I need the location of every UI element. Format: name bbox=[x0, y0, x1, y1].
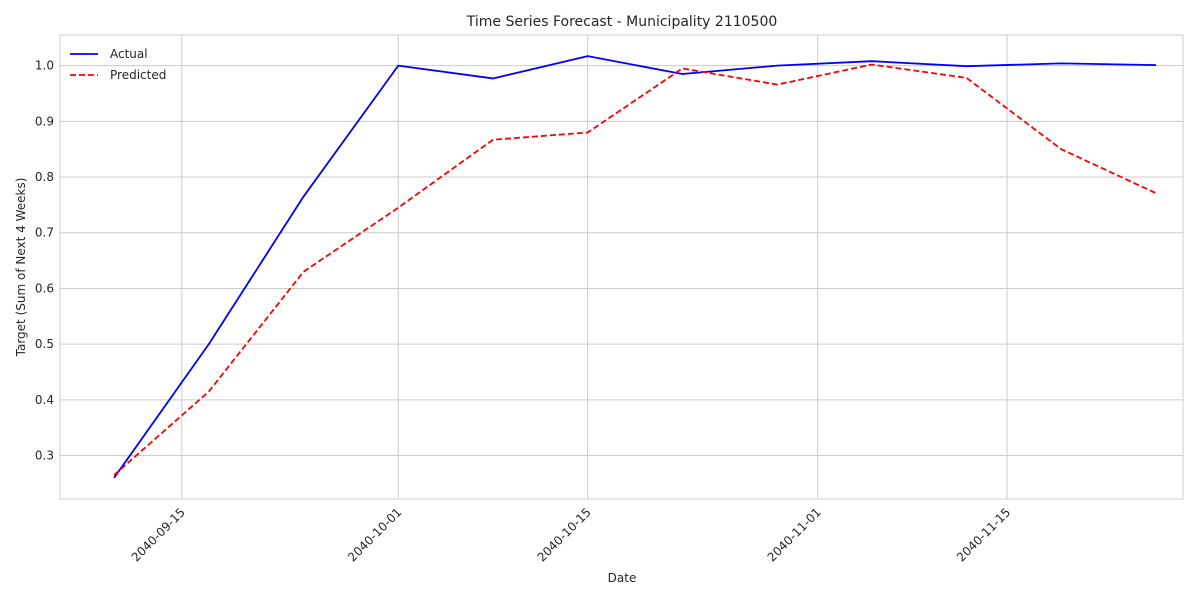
legend-label-actual: Actual bbox=[110, 47, 148, 61]
y-tick-label: 1.0 bbox=[35, 59, 54, 73]
y-tick-label: 0.4 bbox=[35, 393, 54, 407]
x-axis-label: Date bbox=[608, 571, 637, 585]
y-tick-label: 0.6 bbox=[35, 281, 54, 295]
series-group bbox=[113, 55, 1157, 479]
legend-label-predicted: Predicted bbox=[110, 68, 166, 82]
grid bbox=[60, 35, 1183, 499]
y-tick-label: 0.5 bbox=[35, 337, 54, 351]
y-tick-label: 0.7 bbox=[35, 226, 54, 240]
y-axis-label: Target (Sum of Next 4 Weeks) bbox=[14, 178, 28, 358]
chart-title: Time Series Forecast - Municipality 2110… bbox=[466, 14, 778, 30]
y-tick-label: 0.8 bbox=[35, 170, 54, 184]
y-tick-labels: 0.3 0.4 0.5 0.6 0.7 0.8 0.9 1.0 bbox=[35, 59, 54, 463]
series-line-predicted bbox=[113, 63, 1157, 476]
legend: Actual Predicted bbox=[70, 47, 166, 82]
series-line-actual bbox=[113, 55, 1156, 479]
plot-frame bbox=[59, 34, 1184, 500]
y-tick-label: 0.9 bbox=[35, 114, 54, 128]
y-tick-label: 0.3 bbox=[35, 449, 54, 463]
